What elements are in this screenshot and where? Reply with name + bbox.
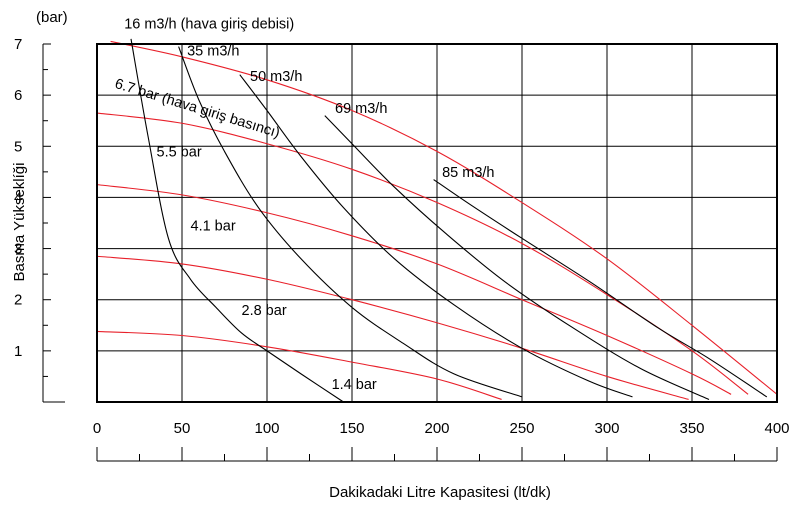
x-axis-title: Dakikadaki Litre Kapasitesi (lt/dk) [329,484,551,501]
x-tick-label: 300 [594,420,619,437]
curve-annotation: 35 m3/h [187,43,239,59]
plot-frame [96,43,778,403]
curve-annotation: 1.4 bar [332,377,377,393]
pressure-curve-line [96,255,689,400]
x-tick-label: 250 [509,420,534,437]
pressure-curve-line [110,40,778,395]
pressure-curve-line [96,184,732,395]
curve-annotation: 5.5 bar [157,145,202,161]
y-tick-label: 1 [14,343,22,360]
x-axis: 0 50 100 150 200 250 300 350 400 [93,420,790,462]
y-tick-label: 3 [14,241,22,258]
y-unit-label: (bar) [36,9,68,26]
x-tick-label: 400 [764,420,789,437]
flow-curve-line [324,115,710,400]
curve-annotation: 16 m3/h (hava giriş debisi) [124,17,294,33]
y-axis: 1 2 3 4 5 6 7 [14,36,65,403]
x-tick-label: 200 [424,420,449,437]
flow-curves [130,38,768,403]
flow-curve-line [130,38,344,403]
x-tick-label: 0 [93,420,101,437]
x-tick-label: 100 [254,420,279,437]
flow-curve-line [178,46,523,398]
y-tick-label: 2 [14,292,22,309]
y-axis-title: Basma Yükseklíği [11,163,28,282]
curve-annotation: 50 m3/h [250,69,302,85]
x-tick-label: 50 [174,420,191,437]
curve-annotation: 4.1 bar [191,219,236,235]
flow-curve-line [433,179,768,398]
x-tick-label: 350 [679,420,704,437]
curve-annotation: 69 m3/h [335,101,387,117]
curve-annotation: 6.7 bar (hava giriş basıncı) [113,76,282,141]
y-tick-label: 4 [14,189,22,206]
y-tick-label: 7 [14,36,22,53]
x-tick-label: 150 [339,420,364,437]
pressure-curve-line [96,330,502,400]
y-tick-label: 6 [14,87,22,104]
flow-curve-line [239,74,633,398]
curve-annotation: 2.8 bar [242,303,287,319]
curve-annotation: 85 m3/h [442,165,494,181]
grid [97,44,777,402]
y-tick-label: 5 [14,138,22,155]
